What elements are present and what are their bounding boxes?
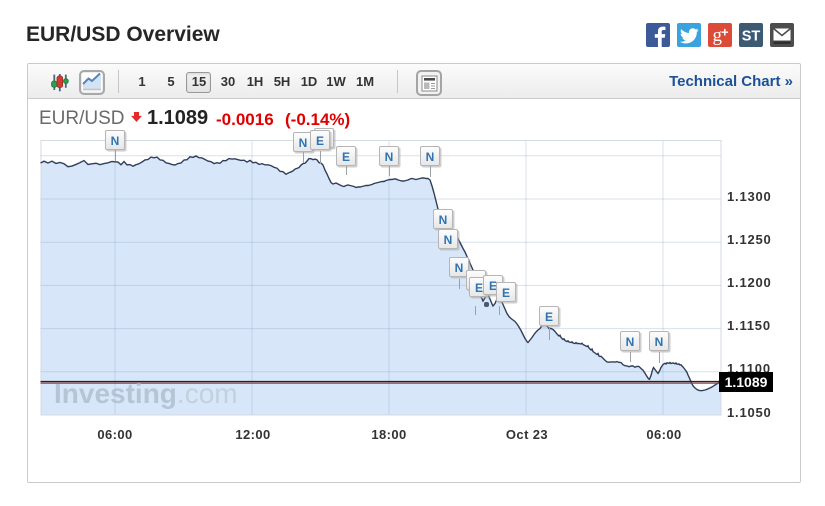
svg-text:ST: ST <box>742 29 761 45</box>
svg-text:+: + <box>721 25 729 40</box>
svg-text:g: g <box>713 25 723 46</box>
